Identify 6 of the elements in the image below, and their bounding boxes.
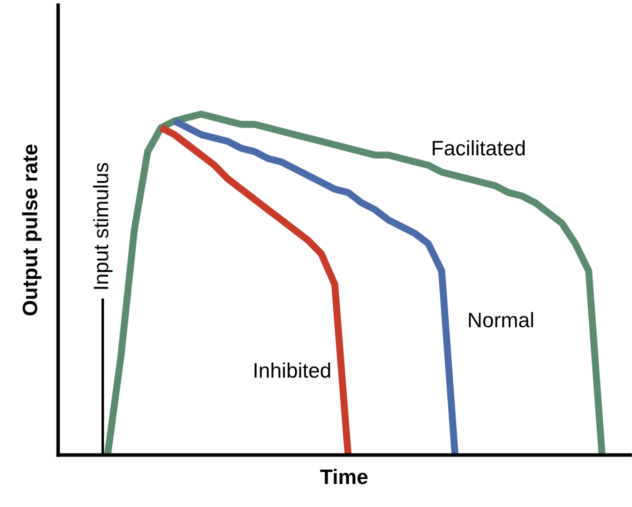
series-label: Normal	[468, 312, 534, 328]
y-axis-title: Output pulse rate	[22, 144, 42, 316]
x-axis-title: Time	[320, 468, 368, 484]
series-label: Inhibited	[254, 362, 330, 378]
annotation: Input stimulus	[93, 162, 112, 289]
series-label: Facilitated	[432, 140, 525, 156]
